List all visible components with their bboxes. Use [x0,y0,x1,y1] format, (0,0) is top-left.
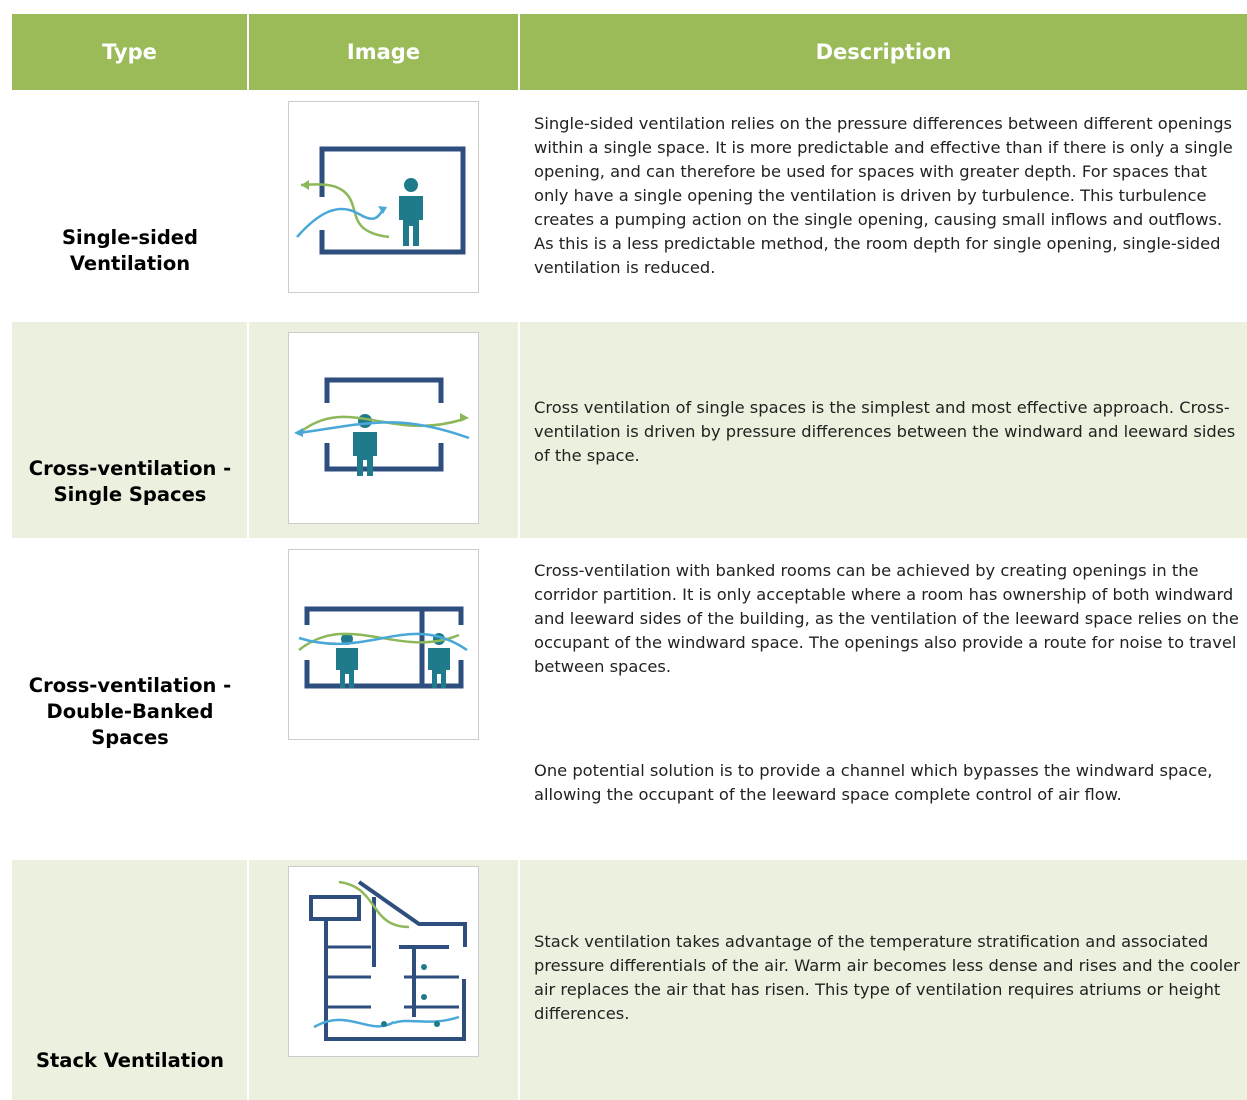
row-bg [520,322,1247,538]
type-cell: Cross-ventilation - Single Spaces [28,457,232,506]
description: Cross-ventilation with banked rooms can … [534,561,1239,676]
header-cell: Image [249,14,518,90]
description: Stack ventilation takes advantage of the… [534,932,1240,1023]
type-cell: Cross-ventilation - Double-Banked Spaces [28,674,232,749]
illustration [296,146,466,255]
image [288,101,479,293]
row-bg [12,860,247,1100]
description: Single-sided ventilation relies on the p… [534,114,1233,277]
header-cell: Description [520,14,1247,90]
illustration [294,377,470,476]
image [288,332,479,524]
header-cell: Type [12,14,247,90]
image [288,549,479,740]
row-bg [12,322,247,538]
description: Cross ventilation of single spaces is th… [534,398,1236,465]
type-cell: Stack Ventilation [35,1049,225,1072]
illustration [309,880,467,1041]
description: One potential solution is to provide a c… [534,761,1213,804]
row-bg [520,860,1247,1100]
image [288,866,479,1057]
illustration [298,606,468,689]
type-cell: Single-sided Ventilation [61,226,198,275]
